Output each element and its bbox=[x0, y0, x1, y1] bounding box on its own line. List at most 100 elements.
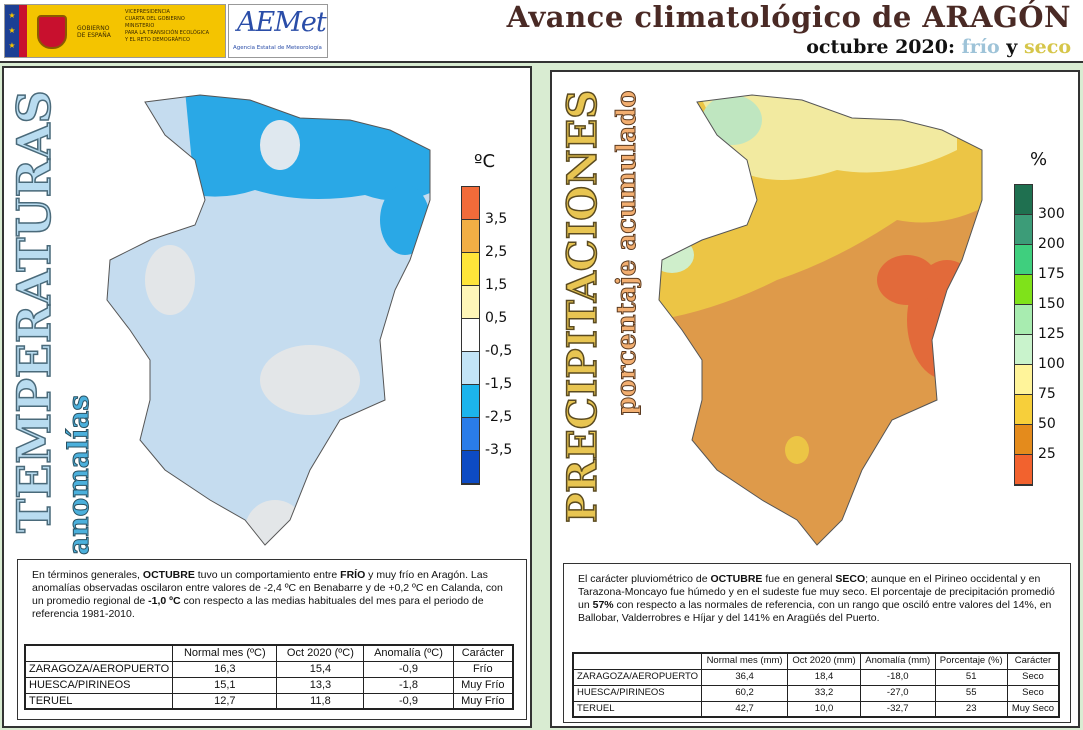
map-region-normal bbox=[260, 345, 360, 415]
table-header-row: Normal mes (ºC) Oct 2020 (ºC) Anomalía (ºC… bbox=[25, 644, 514, 662]
cell: -0,9 bbox=[363, 660, 454, 678]
legend-label: -1,5 bbox=[485, 376, 513, 392]
temperature-table: Normal mes (ºC) Oct 2020 (ºC) Anomalía (ºC… bbox=[24, 644, 514, 710]
cell: Seco bbox=[1006, 684, 1060, 702]
table-row: ZARAGOZA/AEROPUERTO 36,4 18,4 -18,0 51 Seco bbox=[572, 668, 1060, 686]
column-header: Carácter bbox=[452, 644, 514, 662]
cell: Seco bbox=[1006, 668, 1060, 686]
cell: -32,7 bbox=[859, 700, 936, 718]
legend-swatch bbox=[1015, 245, 1032, 275]
table-row: TERUEL 12,7 11,8 -0,9 Muy Frío bbox=[24, 692, 514, 710]
coat-of-arms-icon bbox=[37, 15, 67, 49]
legend-label: 75 bbox=[1038, 386, 1056, 402]
legend-swatch bbox=[462, 187, 479, 220]
map-region-normal bbox=[260, 120, 300, 170]
cell: 15,4 bbox=[276, 660, 365, 678]
station-name: ZARAGOZA/AEROPUERTO bbox=[572, 668, 703, 686]
cell: 16,3 bbox=[172, 660, 278, 678]
map-region-normal bbox=[245, 500, 305, 545]
flag-stripe bbox=[19, 5, 27, 57]
map-region-very-cold bbox=[380, 185, 430, 255]
page-subtitle: octubre 2020: frío y seco bbox=[806, 36, 1071, 58]
column-header: Anomalía (mm) bbox=[859, 652, 936, 670]
station-name: ZARAGOZA/AEROPUERTO bbox=[24, 660, 174, 678]
table-header-row: Normal mes (mm) Oct 2020 (mm) Anomalía (mm… bbox=[573, 652, 1060, 670]
legend-swatch bbox=[1015, 185, 1032, 215]
map-region-very-dry bbox=[877, 255, 937, 305]
legend-swatch bbox=[1015, 215, 1032, 245]
cell: 60,2 bbox=[701, 684, 789, 702]
cell: -18,0 bbox=[859, 668, 936, 686]
legend-label: 2,5 bbox=[485, 244, 508, 260]
gobierno-espana-logo: ★ ★ ★ GOBIERNO DE ESPAÑA VICEPRESIDENCIA CUA… bbox=[4, 4, 226, 58]
cell: 18,4 bbox=[787, 668, 861, 686]
legend-swatch bbox=[1015, 425, 1032, 455]
cell: Muy Seco bbox=[1006, 700, 1060, 718]
cell: -1,8 bbox=[363, 676, 454, 694]
precipitation-percentage-map bbox=[658, 94, 983, 546]
temperature-colorbar bbox=[461, 186, 480, 485]
header: ★ ★ ★ GOBIERNO DE ESPAÑA VICEPRESIDENCIA CUA… bbox=[0, 0, 1083, 63]
temperature-panel: TEMPERATURAS anomalías ºC En términos ge… bbox=[2, 66, 532, 728]
precipitation-subtitle: porcentaje acumulado bbox=[612, 90, 643, 415]
temperature-summary-text: En términos generales, OCTUBRE tuvo un c… bbox=[32, 569, 503, 620]
cell: Frío bbox=[452, 660, 514, 678]
legend-label: 0,5 bbox=[485, 310, 508, 326]
aemet-subtitle: Agencia Estatal de Meteorología bbox=[233, 45, 322, 51]
legend-label: 1,5 bbox=[485, 277, 508, 293]
legend-swatch bbox=[1015, 305, 1032, 335]
legend-label: 3,5 bbox=[485, 211, 508, 227]
legend-label: 200 bbox=[1038, 236, 1065, 252]
legend-label: 175 bbox=[1038, 266, 1065, 282]
column-header: Oct 2020 (ºC) bbox=[276, 644, 365, 662]
temperature-summary-box: En términos generales, OCTUBRE tuvo un c… bbox=[17, 559, 527, 720]
precipitation-summary-box: El carácter pluviométrico de OCTUBRE fue… bbox=[563, 563, 1071, 723]
precipitation-unit: % bbox=[1030, 149, 1048, 170]
legend-swatch bbox=[1015, 455, 1032, 485]
legend-swatch bbox=[462, 253, 479, 286]
station-name: TERUEL bbox=[24, 692, 174, 710]
legend-swatch bbox=[462, 220, 479, 253]
legend-swatch bbox=[1015, 365, 1032, 395]
legend-swatch bbox=[1015, 395, 1032, 425]
legend-label: 50 bbox=[1038, 416, 1056, 432]
cell: 42,7 bbox=[701, 700, 789, 718]
cell: 36,4 bbox=[701, 668, 789, 686]
precipitation-panel: PRECIPITACIONES porcentaje acumulado % E… bbox=[550, 70, 1080, 728]
temperature-title: TEMPERATURAS bbox=[8, 90, 60, 534]
cell: 23 bbox=[934, 700, 1008, 718]
legend-label: 125 bbox=[1038, 326, 1065, 342]
map-region-normal bbox=[145, 245, 195, 315]
legend-label: -3,5 bbox=[485, 442, 513, 458]
legend-swatch bbox=[462, 451, 479, 484]
station-name: HUESCA/PIRINEOS bbox=[24, 676, 174, 694]
cell: Muy Frío bbox=[452, 692, 514, 710]
aemet-wordmark: AEMet bbox=[237, 7, 327, 38]
legend-swatch bbox=[462, 418, 479, 451]
temperature-subtitle: anomalías bbox=[62, 394, 96, 555]
cell: 10,0 bbox=[787, 700, 861, 718]
cell: 15,1 bbox=[172, 676, 278, 694]
legend-label: 300 bbox=[1038, 206, 1065, 222]
cell: Muy Frío bbox=[452, 676, 514, 694]
column-header: Normal mes (ºC) bbox=[172, 644, 278, 662]
eu-stars-icon: ★ ★ ★ bbox=[5, 5, 19, 57]
map-region-wet bbox=[702, 95, 762, 145]
cell: 33,2 bbox=[787, 684, 861, 702]
station-name: HUESCA/PIRINEOS bbox=[572, 684, 703, 702]
legend-swatch bbox=[462, 385, 479, 418]
legend-label: -0,5 bbox=[485, 343, 513, 359]
legend-swatch bbox=[462, 352, 479, 385]
legend-swatch bbox=[1015, 335, 1032, 365]
column-header: Oct 2020 (mm) bbox=[787, 652, 861, 670]
precipitation-title: PRECIPITACIONES bbox=[558, 90, 607, 524]
gov-label: GOBIERNO DE ESPAÑA bbox=[77, 25, 111, 39]
column-header: Normal mes (mm) bbox=[701, 652, 789, 670]
cell: 55 bbox=[934, 684, 1008, 702]
table-row: TERUEL 42,7 10,0 -32,7 23 Muy Seco bbox=[572, 700, 1060, 718]
legend-label: 150 bbox=[1038, 296, 1065, 312]
precipitation-summary-text: El carácter pluviométrico de OCTUBRE fue… bbox=[578, 573, 1055, 624]
legend-swatch bbox=[462, 319, 479, 352]
station-name: TERUEL bbox=[572, 700, 703, 718]
temperature-unit: ºC bbox=[474, 151, 496, 172]
